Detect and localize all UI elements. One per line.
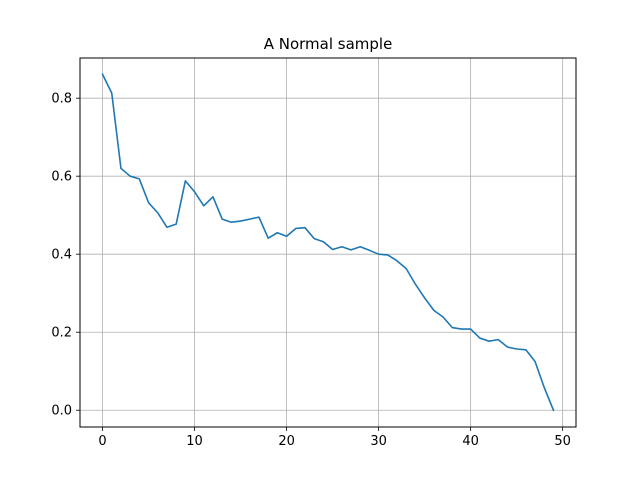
x-tick-label: 40	[462, 434, 479, 449]
series-line	[101, 73, 555, 412]
y-tick-label: 0.8	[51, 92, 72, 107]
x-tick-label: 50	[554, 434, 571, 449]
plot-frame	[79, 57, 577, 428]
x-tick-label: 30	[370, 434, 387, 449]
y-tick-label: 0.6	[51, 170, 72, 185]
grid-lines	[80, 58, 576, 427]
y-tick-label: 0.0	[51, 404, 72, 419]
y-axis: 0.0 0.2 0.4 0.6 0.8	[51, 92, 80, 419]
y-tick-label: 0.4	[51, 248, 72, 263]
x-tick-label: 20	[278, 434, 295, 449]
x-tick-label: 0	[98, 434, 106, 449]
y-tick-label: 0.2	[51, 326, 72, 341]
series-layer	[101, 73, 555, 412]
x-axis: 0 10 20 30 40 50	[98, 427, 571, 449]
x-tick-label: 10	[186, 434, 203, 449]
chart-title: A Normal sample	[264, 35, 393, 53]
